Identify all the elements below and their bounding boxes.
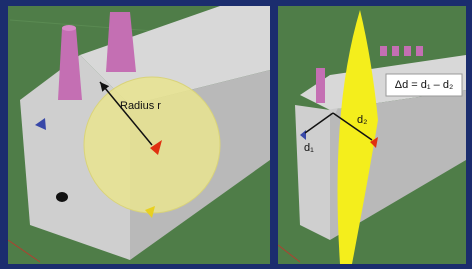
d1-label: d₁ <box>304 142 314 154</box>
right-panel: d₁ d₂ Δd = d₁ – d₂ <box>278 6 466 264</box>
cone-top <box>62 25 76 31</box>
radius-label: Radius r <box>120 100 161 112</box>
box-front <box>295 105 330 240</box>
marker <box>56 192 68 202</box>
cone <box>316 68 325 103</box>
d2-label: d₂ <box>357 114 367 126</box>
figure: Radius r d₁ d₂ Δd = d₁ – d₂ <box>0 0 472 269</box>
left-panel: Radius r <box>8 6 270 264</box>
equation: Δd = d₁ – d₂ <box>395 79 453 91</box>
